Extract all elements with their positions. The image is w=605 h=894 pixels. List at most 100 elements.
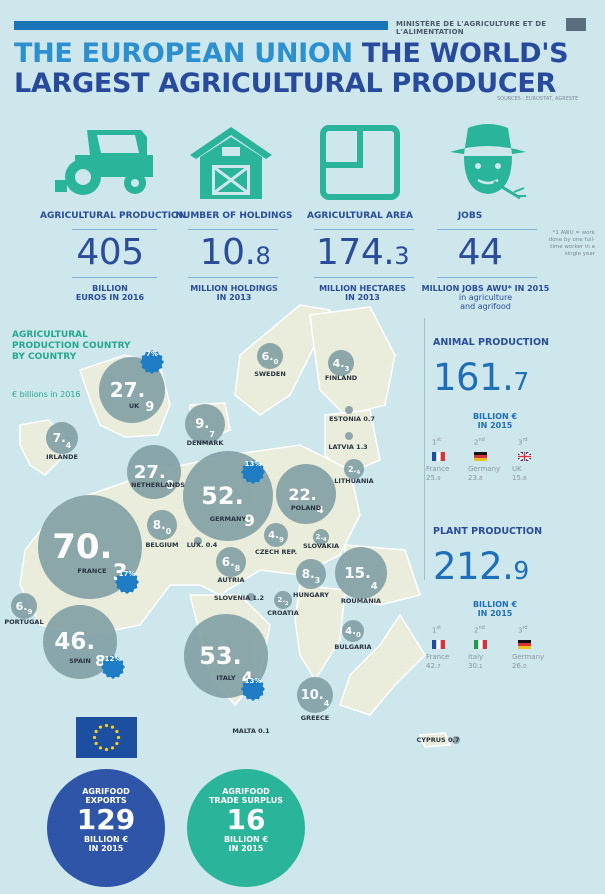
country-value: 2. [315,533,324,541]
country-value: 9. [195,416,210,432]
country-value: 4. [268,529,279,541]
country-label: SPAIN [40,657,120,665]
farmer-icon [450,124,526,200]
kpi-value-jobs: 44 [457,232,503,273]
country-value-decimal: 0 [273,358,279,366]
title-part2: THE WORLD'S [352,38,569,69]
country-label: AUTRIA [191,576,271,584]
country-name: SWEDEN [254,370,286,378]
country-name: CYPRUS [416,736,446,744]
country-bubble: 10. 4 [297,677,333,713]
eu-flag [76,717,137,758]
country-label: BULGARIA [313,643,393,651]
share-badge-value: 12% [104,655,122,663]
country-name: ITALY [216,674,236,682]
country-bubble: 4. 0 [342,620,364,642]
surplus-label: AGRIFOOD [222,787,270,796]
country-name: LATVIA [328,443,354,451]
country-label: GREECE [275,714,355,722]
country-name: ROUMANIA [340,597,382,605]
kpi-label-holdings: NUMBER OF HOLDINGS [175,211,293,221]
country-label: DENMARK [165,439,245,447]
country-name: PORTUGAL [4,618,44,626]
country-name: NETHERLANDS [131,481,185,489]
plant-production-title: PLANT PRODUCTION [433,526,543,537]
country-name: SLOVENIA [213,594,251,602]
country-label: ESTONIA 0.7 [312,415,392,423]
kpi-divider [314,277,414,278]
surplus-year: IN 2015 [228,844,264,853]
kpi-unit-holdings: MILLION HOLDINGS IN 2013 [190,284,278,302]
country-label: CZECH REP. [236,548,316,556]
eu-star [110,746,115,750]
column-divider [424,318,425,580]
country-value-decimal: 4 [323,699,330,708]
eu-star [115,729,119,734]
country-bubble: 6. 8 [216,547,246,577]
country-label: FRANCE [52,567,132,575]
kpi-unit-jobs: MILLION JOBS AWU* IN 2015 in agriculture a… [421,284,550,311]
country-value: 22. [288,484,317,504]
rank-ordinal: 2nd [474,437,485,447]
country-label: SLOVAKIA [281,542,361,550]
field-icon [320,125,400,200]
country-small-value: 0.7 [361,415,375,423]
kpi-divider [188,229,278,230]
country-value-decimal: 8 [95,652,106,670]
country-bubble: 6. 9 [11,593,37,619]
trade-surplus-circle: AGRIFOOD TRADE SURPLUS 16 BILLION € IN 2… [187,769,305,887]
share-badge-value: 17% [118,570,136,578]
fr-flag-icon [432,452,445,461]
country-value: 27. [109,378,146,402]
page-title-line2: LARGEST AGRICULTURAL PRODUCER [14,68,556,99]
country-label: CYPRUS 0.7 [398,736,478,744]
country-value-decimal: 9 [145,400,155,415]
country-name: GERMANY [209,515,247,523]
share-badge-value: 7% [146,350,158,358]
country-value: 52. [201,482,244,510]
country-bubble: 2. 2 [274,591,292,609]
country-label: POLAND [266,504,346,512]
country-name: ESTONIA [329,415,362,423]
country-name: MALTA [232,727,256,735]
fr-flag-icon [432,640,445,649]
country-label: FINLAND [301,374,381,382]
kpi-divider [188,277,278,278]
country-marker [247,593,255,601]
country-label: SWEDEN [230,370,310,378]
uk-flag-icon [518,452,531,461]
eu-star [94,741,98,746]
country-label: SLOVENIA 1.2 [199,594,279,602]
country-bubble: 7. 4 [46,422,78,454]
kpi-unit-production: BILLION EUROS IN 2016 [75,284,145,302]
tractor-icon [55,130,153,195]
exports-label2: EXPORTS [85,796,127,805]
eu-star [104,747,109,752]
country-small-value: 0.1 [255,727,270,735]
rank-country: France 42.7 [426,653,450,670]
country-value-decimal: 7 [209,430,215,439]
kpi-divider [72,277,157,278]
country-label: BELGIUM [122,541,202,549]
rank-country: UK 15.8 [512,465,527,482]
rank-country: France 25.9 [426,465,450,482]
animal-production-value: 161.7 [433,356,529,399]
map-subtitle: € billions in 2016 [12,390,81,399]
country-value-decimal: 0 [165,478,175,492]
country-value-decimal: 3 [314,576,321,585]
country-name: GREECE [300,714,330,722]
country-name: BULGARIA [334,643,372,651]
country-bubble: 27. 0 [127,445,181,499]
exports-label: AGRIFOOD [82,787,130,796]
country-name: DENMARK [186,439,224,447]
share-badge: 17% [115,570,139,594]
sources-note: SOURCES : EUROSTAT, AGRESTE [497,96,579,102]
kpi-unit-area: MILLION HECTARES IN 2013 [319,284,406,302]
country-bubble: 8. 0 [147,510,177,540]
page-title-line1: THE EUROPEAN UNION THE WORLD'S [14,38,569,69]
de-flag-icon [474,452,487,461]
country-label: LUX. 0.4 [162,541,242,549]
share-badge: 7% [140,350,164,374]
kpi-value-area: 174.3 [316,232,409,273]
country-name: SLOVAKIA [302,542,340,550]
